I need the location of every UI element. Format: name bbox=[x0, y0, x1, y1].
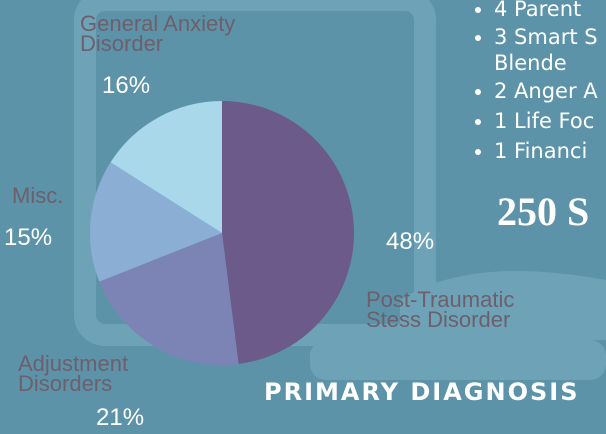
list-item: 4 Parent bbox=[494, 0, 604, 24]
pie bbox=[90, 101, 354, 365]
stat: 250 S bbox=[497, 188, 589, 235]
list: 4 Parent3 Smart S Blende2 Anger A1 Life … bbox=[458, 0, 604, 166]
slice-label: Adjustment Disorders bbox=[18, 354, 168, 394]
list-item: 1 Life Foc bbox=[494, 106, 604, 136]
slice-label: Post-Traumatic Stess Disorder bbox=[366, 290, 551, 330]
value-label: 15% bbox=[4, 224, 52, 252]
shelf bbox=[310, 340, 606, 380]
list-item: 2 Anger A bbox=[494, 76, 604, 106]
value-label: 16% bbox=[102, 72, 150, 100]
list-item: 1 Financi bbox=[494, 136, 604, 166]
list-item: 3 Smart S Blende bbox=[494, 24, 604, 76]
slice-label: Misc. bbox=[12, 186, 132, 206]
slice-label: General Anxiety Disorder bbox=[80, 14, 280, 54]
value-label: 21% bbox=[96, 404, 144, 432]
page: 4 Parent3 Smart S Blende2 Anger A1 Life … bbox=[0, 0, 606, 434]
caption: PRIMARY DIAGNOSIS bbox=[264, 378, 579, 406]
value-label: 48% bbox=[386, 228, 434, 256]
